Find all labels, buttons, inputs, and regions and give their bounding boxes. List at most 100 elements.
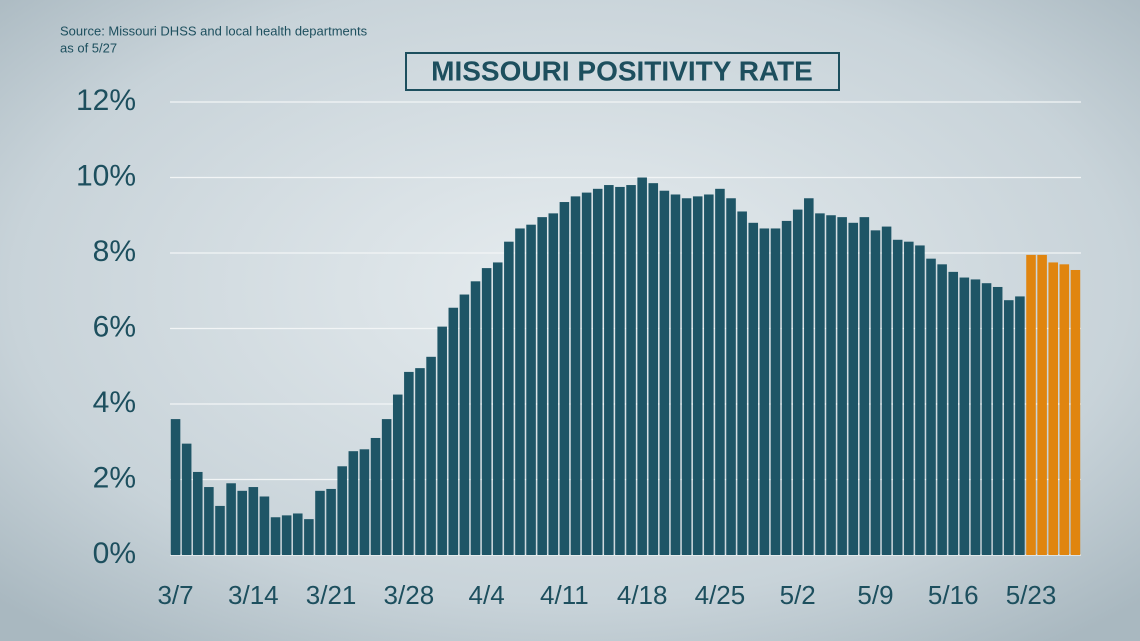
bar bbox=[937, 264, 947, 555]
bar bbox=[792, 209, 803, 555]
bar bbox=[981, 283, 992, 555]
bar bbox=[704, 194, 714, 556]
bar bbox=[837, 217, 847, 555]
bar bbox=[459, 294, 470, 555]
bar bbox=[1004, 300, 1014, 555]
chart-title: MISSOURI POSITIVITY RATE bbox=[431, 55, 813, 86]
bar bbox=[259, 496, 270, 555]
y-tick-label: 8% bbox=[93, 235, 136, 268]
bar bbox=[915, 245, 925, 555]
bar bbox=[948, 271, 959, 555]
source: Source: Missouri DHSS and local health d… bbox=[60, 23, 368, 38]
y-tick-label: 2% bbox=[93, 461, 136, 494]
bar bbox=[604, 185, 614, 556]
y-tick-label: 0% bbox=[93, 537, 136, 570]
bar bbox=[304, 519, 314, 555]
bar bbox=[759, 228, 770, 555]
x-tick-label: 4/25 bbox=[695, 580, 746, 610]
bar bbox=[1015, 296, 1025, 555]
bar bbox=[970, 279, 981, 555]
title-box bbox=[405, 52, 840, 91]
bar bbox=[748, 222, 759, 556]
bar bbox=[737, 211, 747, 555]
x-tick-label: 4/18 bbox=[617, 580, 668, 610]
bar bbox=[504, 241, 514, 556]
y-tick-label: 4% bbox=[93, 386, 136, 419]
bar bbox=[248, 487, 259, 555]
bar bbox=[726, 198, 736, 555]
bar bbox=[692, 196, 703, 555]
x-tick-label: 3/28 bbox=[384, 580, 435, 610]
bar bbox=[470, 281, 481, 555]
bar bbox=[381, 419, 392, 555]
bar bbox=[992, 286, 1003, 555]
bar bbox=[648, 183, 659, 555]
bar bbox=[292, 513, 303, 555]
bar bbox=[192, 471, 203, 555]
bar bbox=[392, 394, 403, 555]
bar bbox=[592, 188, 603, 555]
bar bbox=[526, 224, 536, 555]
x-tick-label: 3/21 bbox=[306, 580, 357, 610]
x-tick-label: 5/23 bbox=[1006, 580, 1057, 610]
note: as of 5/27 bbox=[60, 40, 117, 55]
bar bbox=[181, 443, 192, 555]
bar bbox=[437, 326, 447, 555]
y-tick-label: 10% bbox=[76, 159, 136, 192]
bar bbox=[804, 198, 814, 555]
bar bbox=[570, 196, 581, 555]
bar bbox=[615, 186, 625, 555]
bar bbox=[237, 490, 247, 555]
bar bbox=[359, 449, 370, 555]
bar bbox=[681, 198, 692, 555]
bar bbox=[448, 307, 459, 555]
bar bbox=[959, 277, 970, 555]
bar bbox=[281, 515, 292, 555]
x-tick-label: 3/14 bbox=[228, 580, 279, 610]
bar bbox=[859, 217, 870, 555]
x-tick-label: 4/4 bbox=[469, 580, 505, 610]
bar bbox=[1037, 254, 1047, 555]
bar bbox=[215, 505, 225, 555]
x-tick-label: 3/7 bbox=[157, 580, 193, 610]
bar bbox=[404, 371, 414, 555]
bar bbox=[270, 517, 281, 555]
bar bbox=[1070, 269, 1081, 555]
y-tick-label: 6% bbox=[93, 310, 136, 343]
x-tick-label: 4/11 bbox=[540, 580, 589, 610]
bar bbox=[370, 437, 381, 555]
bar bbox=[481, 268, 492, 555]
bar bbox=[881, 226, 892, 555]
bar bbox=[637, 177, 647, 555]
bar bbox=[826, 215, 836, 555]
bar bbox=[892, 239, 903, 555]
bar bbox=[870, 230, 881, 555]
bar bbox=[904, 241, 914, 556]
bar bbox=[670, 194, 681, 556]
bar bbox=[337, 466, 347, 555]
bar bbox=[226, 483, 236, 555]
bar bbox=[426, 356, 436, 555]
bar bbox=[626, 185, 636, 556]
bar bbox=[326, 488, 336, 555]
bar bbox=[715, 188, 725, 555]
bar bbox=[204, 487, 214, 555]
bar bbox=[492, 262, 503, 555]
bar bbox=[1059, 264, 1070, 555]
x-tick-label: 5/16 bbox=[928, 580, 979, 610]
bar bbox=[315, 490, 325, 555]
bar bbox=[537, 217, 547, 555]
bar bbox=[559, 202, 570, 555]
y-tick-label: 12% bbox=[76, 84, 136, 117]
x-tick-label: 5/2 bbox=[780, 580, 816, 610]
x-tick-label: 5/9 bbox=[857, 580, 893, 610]
bar bbox=[548, 213, 559, 556]
bar bbox=[1026, 254, 1036, 555]
bar bbox=[659, 190, 670, 555]
bar bbox=[848, 222, 859, 556]
bar bbox=[815, 213, 825, 556]
bar bbox=[515, 228, 525, 555]
bar bbox=[581, 192, 592, 555]
bar bbox=[781, 220, 792, 555]
